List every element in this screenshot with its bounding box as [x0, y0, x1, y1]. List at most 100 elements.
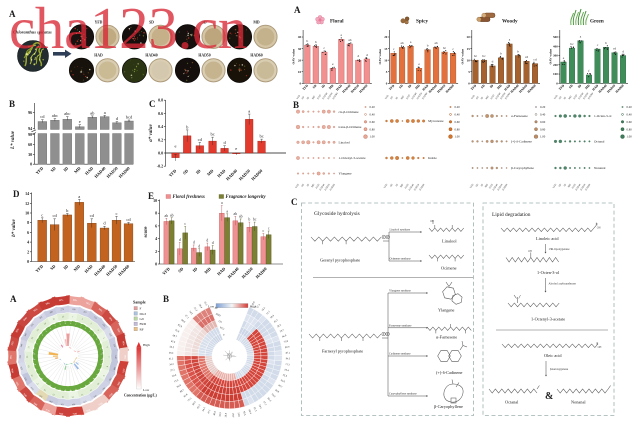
svg-text:3: 3 [90, 323, 93, 326]
svg-text:0.20: 0.20 [627, 105, 633, 109]
svg-text:0.40: 0.40 [370, 113, 376, 117]
svg-text:5: 5 [102, 337, 105, 340]
svg-text:89.7: 89.7 [179, 388, 185, 393]
svg-text:MD: MD [206, 168, 215, 177]
svg-text:bc: bc [474, 54, 478, 58]
svg-text:66.8: 66.8 [282, 334, 288, 339]
svg-text:d: d [193, 241, 195, 245]
svg-text:MD: MD [496, 83, 503, 90]
svg-text:31.3: 31.3 [266, 310, 272, 316]
svg-text:b: b [66, 208, 69, 213]
svg-text:FRD: FRD [140, 322, 147, 326]
svg-text:HAD50: HAD50 [327, 91, 334, 100]
svg-text:c: c [452, 47, 454, 51]
svg-text:12: 12 [25, 201, 29, 206]
svg-text:d: d [212, 241, 214, 245]
svg-text:12.6: 12.6 [237, 412, 241, 418]
svg-text:HAD40: HAD40 [145, 54, 157, 58]
svg-text:A: A [294, 5, 301, 15]
svg-text:26: 26 [62, 316, 65, 318]
svg-text:1-Octenyl-3-acetate: 1-Octenyl-3-acetate [531, 317, 565, 322]
svg-text:13.9: 13.9 [174, 379, 180, 384]
svg-text:cd: cd [198, 137, 203, 142]
svg-text:62.6: 62.6 [170, 340, 176, 344]
svg-text:Ocimene synthase: Ocimene synthase [390, 257, 412, 261]
svg-text:MD: MD [328, 83, 335, 90]
svg-text:97.1: 97.1 [184, 314, 190, 320]
svg-text:Floral: Floral [330, 18, 344, 24]
svg-text:MD: MD [568, 95, 573, 100]
svg-text:High: High [143, 343, 150, 347]
svg-text:90.0: 90.0 [180, 319, 186, 324]
svg-text:MD: MD [414, 83, 421, 90]
svg-text:b: b [248, 218, 250, 222]
svg-text:2: 2 [36, 343, 38, 345]
svg-text:45.5: 45.5 [273, 318, 279, 323]
svg-text:94: 94 [28, 126, 32, 131]
svg-text:2: 2 [27, 249, 29, 254]
svg-text:68.4: 68.4 [192, 400, 197, 406]
svg-text:500: 500 [553, 35, 558, 39]
svg-text:HAD: HAD [573, 94, 579, 100]
svg-text:4: 4 [155, 236, 157, 241]
svg-text:SD: SD [558, 96, 562, 100]
svg-text:20: 20 [467, 35, 471, 39]
svg-text:a: a [78, 194, 80, 199]
svg-text:254: 254 [31, 323, 35, 327]
svg-text:cd: cd [126, 217, 131, 222]
svg-text:198: 198 [49, 399, 54, 402]
svg-text:3: 3 [84, 328, 86, 330]
svg-text:10: 10 [298, 70, 302, 74]
svg-text:cd: cd [533, 57, 537, 61]
svg-text:&: & [545, 391, 553, 402]
svg-text:M0s: M0s [11, 368, 15, 373]
svg-text:HAD60: HAD60 [358, 83, 368, 93]
svg-text:13: 13 [71, 395, 74, 397]
svg-text:M3s: M3s [15, 328, 20, 333]
svg-text:2: 2 [80, 325, 82, 327]
svg-text:240: 240 [21, 343, 24, 348]
svg-text:Linalool: Linalool [339, 141, 351, 145]
svg-text:SD: SD [398, 83, 404, 89]
svg-text:3: 3 [95, 373, 97, 375]
svg-text:15: 15 [384, 47, 388, 51]
svg-text:ID: ID [577, 83, 583, 89]
svg-text:YFD: YFD [161, 266, 171, 276]
svg-text:3: 3 [39, 339, 41, 341]
svg-text:41.3: 41.3 [169, 357, 174, 360]
svg-text:95.5: 95.5 [242, 411, 246, 417]
svg-text:-0.2: -0.2 [157, 164, 163, 169]
svg-text:HAD: HAD [83, 264, 93, 274]
svg-text:54.2: 54.2 [202, 406, 207, 412]
svg-text:8: 8 [99, 348, 101, 349]
svg-text:L* value: L* value [11, 130, 16, 150]
svg-text:19: 19 [28, 365, 30, 368]
svg-text:200: 200 [553, 63, 558, 67]
svg-text:18.4: 18.4 [284, 368, 290, 372]
svg-text:Glycoside hydrolysis: Glycoside hydrolysis [314, 211, 360, 217]
svg-text:β-ketoxygenase: β-ketoxygenase [550, 367, 569, 371]
svg-text:0: 0 [100, 359, 102, 360]
svg-text:Fragrance longevity: Fragrance longevity [226, 195, 267, 200]
svg-text:8: 8 [35, 364, 37, 365]
svg-text:76.8: 76.8 [174, 329, 180, 334]
svg-text:abc: abc [52, 113, 58, 118]
svg-text:10: 10 [153, 198, 157, 203]
svg-text:96: 96 [28, 110, 32, 115]
svg-text:18: 18 [31, 373, 34, 377]
svg-text:8: 8 [105, 366, 107, 368]
svg-text:233: 233 [20, 354, 22, 358]
svg-text:FRD: FRD [215, 313, 221, 318]
svg-text:6: 6 [84, 384, 86, 386]
svg-text:(+)-δ-Cadinene: (+)-δ-Cadinene [511, 140, 532, 144]
svg-text:α-Farnesene: α-Farnesene [436, 335, 457, 340]
svg-text:M4s: M4s [116, 328, 121, 333]
svg-text:24.2: 24.2 [261, 306, 266, 312]
svg-text:ab: ab [348, 38, 352, 42]
svg-text:M6s: M6s [124, 355, 127, 359]
svg-text:b: b [605, 41, 607, 45]
svg-text:High: High [250, 305, 257, 309]
svg-text:75.5: 75.5 [187, 397, 193, 403]
svg-text:HAD60: HAD60 [421, 91, 428, 100]
svg-text:ab: ab [434, 41, 438, 45]
